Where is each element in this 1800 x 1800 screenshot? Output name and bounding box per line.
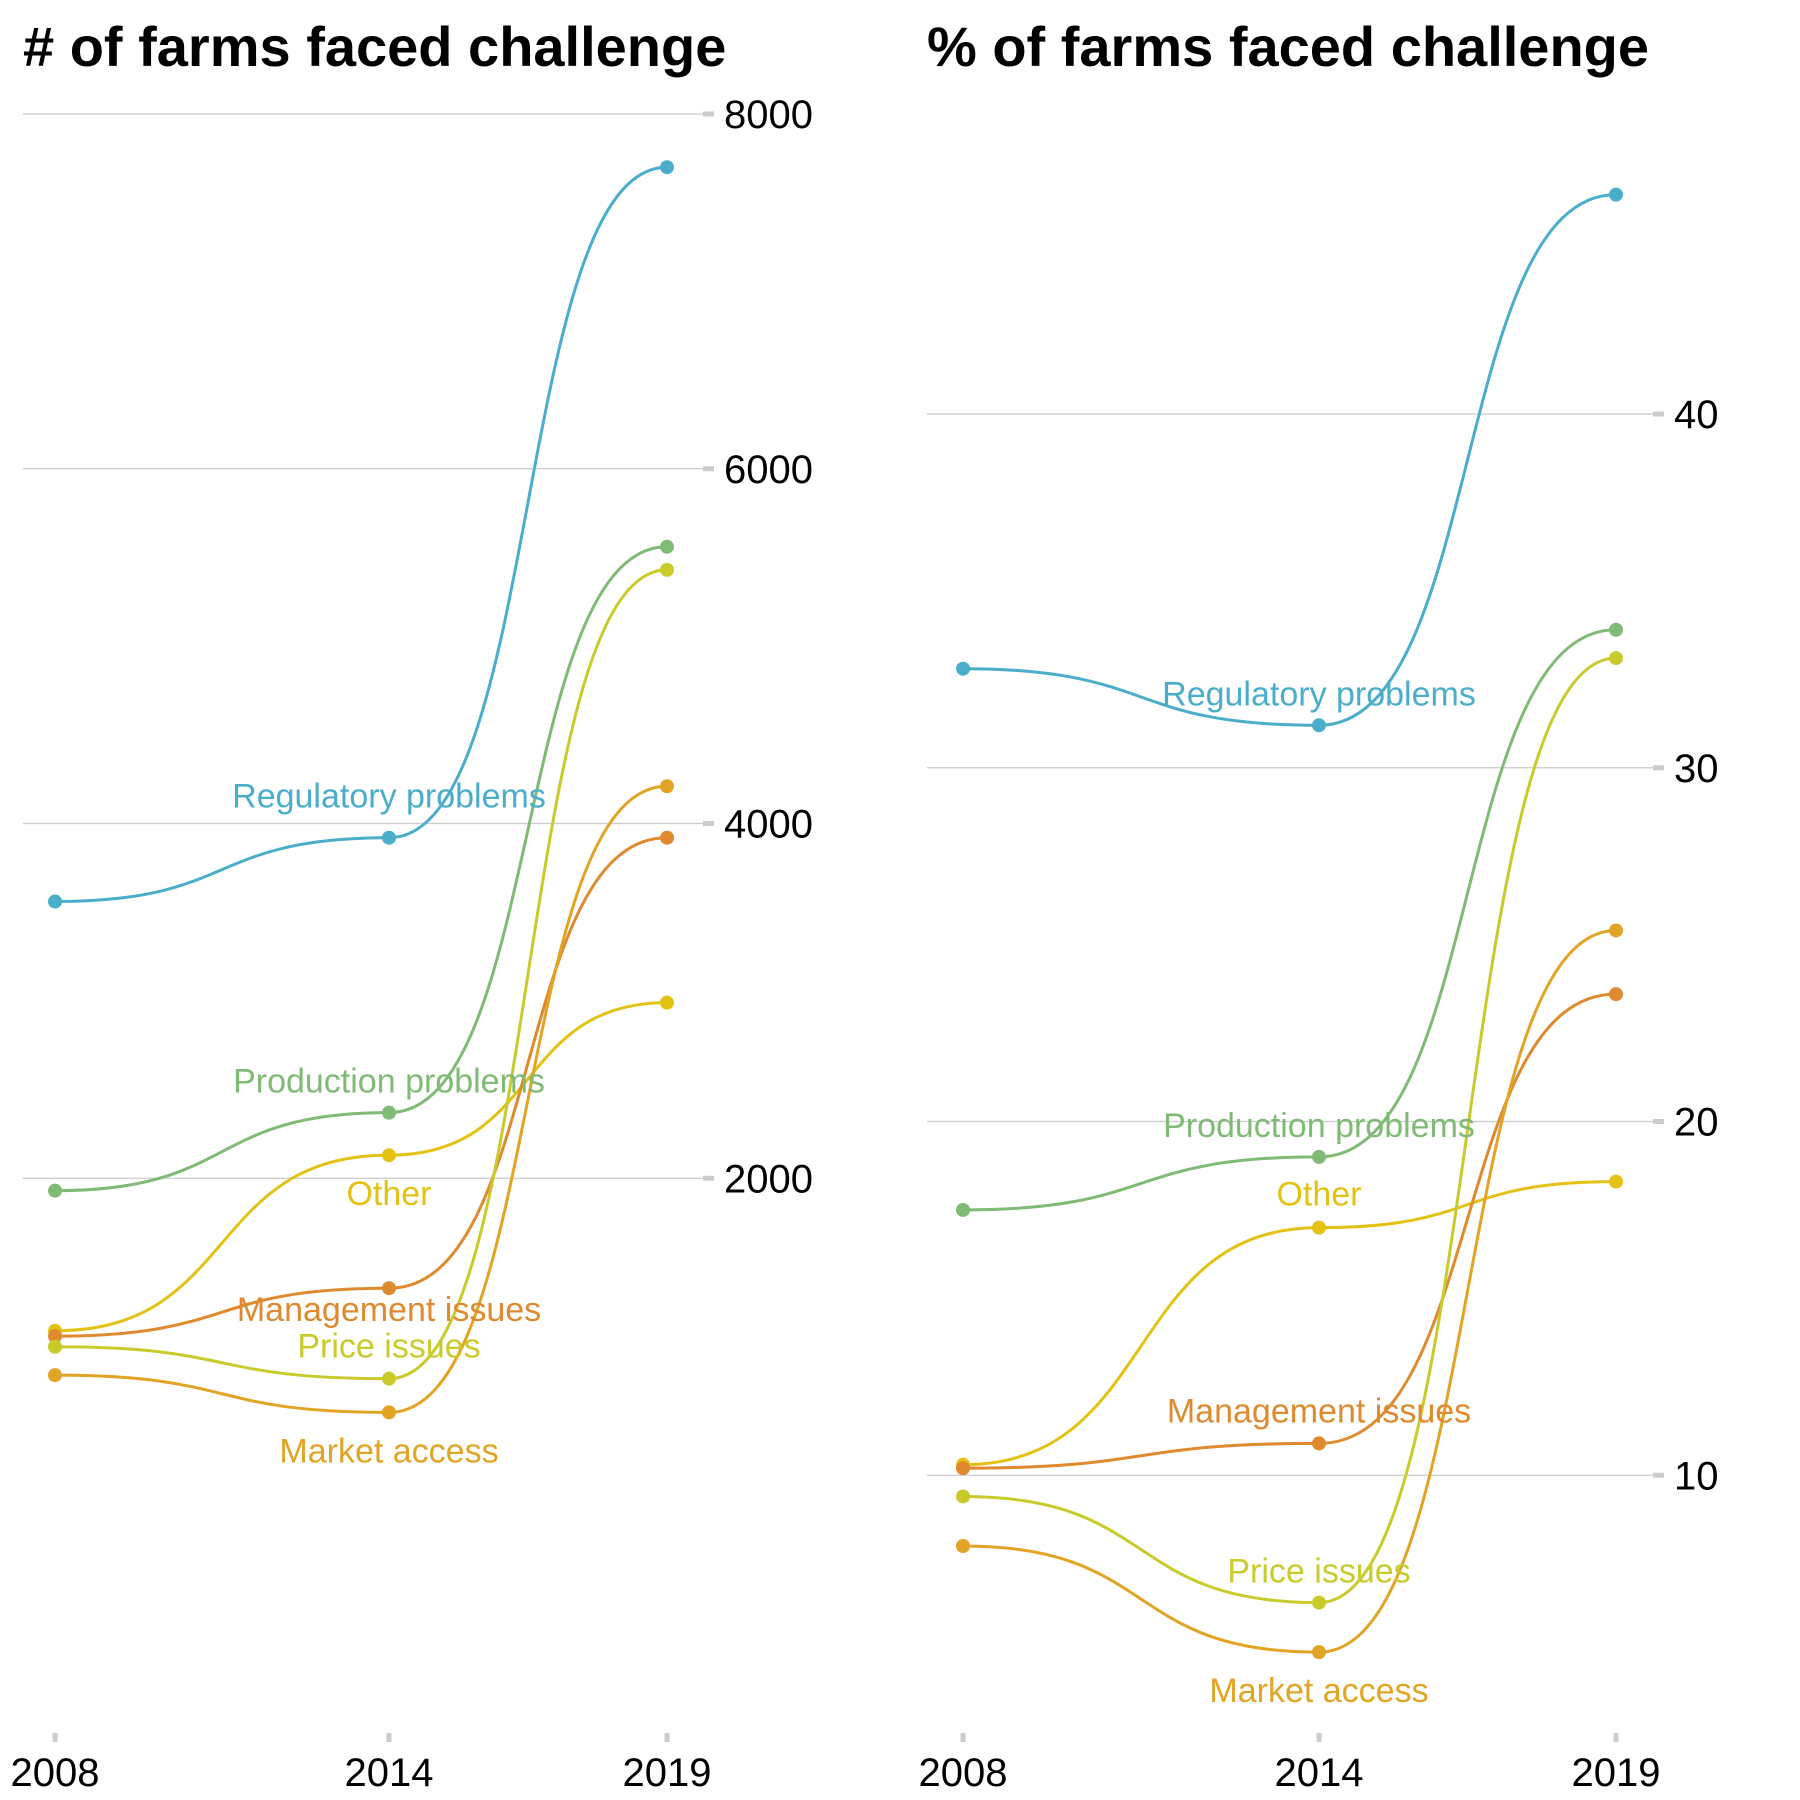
data-point-management-issues	[1312, 1436, 1326, 1451]
data-point-regulatory-problems	[382, 830, 396, 845]
data-point-management-issues	[48, 1329, 62, 1344]
data-point-other	[1312, 1220, 1326, 1235]
x-tick-label: 2019	[623, 1751, 712, 1795]
data-point-regulatory-problems	[1609, 187, 1623, 202]
series-line-market-access	[54, 784, 668, 1414]
x-tick-label: 2008	[919, 1751, 1008, 1795]
y-tick-label: 8000	[724, 93, 813, 137]
series-label-market-access: Market access	[1209, 1672, 1428, 1710]
series-line-regulatory-problems	[962, 193, 1617, 727]
x-tick-label: 2019	[1572, 1751, 1661, 1795]
data-point-production-problems	[1609, 622, 1623, 637]
series-label-other: Other	[1276, 1176, 1361, 1214]
data-point-production-problems	[48, 1183, 62, 1198]
data-point-price-issues	[382, 1371, 396, 1386]
y-tick-label: 40	[1674, 393, 1719, 437]
y-tick-label: 30	[1674, 747, 1719, 791]
series-label-price-issues: Price issues	[297, 1328, 480, 1366]
series-line-other	[962, 1180, 1617, 1467]
data-point-other	[382, 1148, 396, 1163]
y-tick-label: 10	[1674, 1454, 1719, 1498]
data-point-regulatory-problems	[660, 160, 674, 175]
data-point-market-access	[382, 1405, 396, 1420]
data-point-regulatory-problems	[1312, 718, 1326, 733]
chart-panel-2: % of farms faced challenge 10 20 30 40 2008 20…	[919, 15, 1719, 1795]
data-point-price-issues	[956, 1489, 970, 1504]
data-point-price-issues	[48, 1339, 62, 1354]
chart-panel-1: # of farms faced challenge 2000 4000 6000 80…	[11, 15, 813, 1795]
data-point-regulatory-problems	[48, 894, 62, 909]
chart-title: # of farms faced challenge	[23, 15, 726, 78]
y-tick-label: 20	[1674, 1101, 1719, 1145]
data-point-production-problems	[660, 539, 674, 554]
series-label-regulatory-problems: Regulatory problems	[1162, 675, 1476, 713]
x-tick-label: 2014	[345, 1751, 434, 1795]
y-tick-label: 4000	[724, 803, 813, 847]
series-line-other	[54, 1001, 668, 1333]
series-label-market-access: Market access	[279, 1432, 498, 1470]
data-point-price-issues	[1609, 651, 1623, 666]
series-line-management-issues	[54, 836, 668, 1338]
data-point-other	[660, 995, 674, 1010]
data-point-management-issues	[382, 1281, 396, 1296]
series-line-regulatory-problems	[54, 165, 668, 904]
series-label-management-issues: Management issues	[1167, 1392, 1471, 1430]
series-label-price-issues: Price issues	[1227, 1553, 1410, 1591]
data-point-production-problems	[382, 1105, 396, 1120]
data-point-market-access	[48, 1368, 62, 1383]
data-point-price-issues	[660, 562, 674, 577]
data-point-price-issues	[1312, 1595, 1326, 1610]
data-point-regulatory-problems	[956, 661, 970, 676]
y-tick-label: 2000	[724, 1157, 813, 1201]
y-tick-label: 6000	[724, 448, 813, 492]
series-label-production-problems: Production problems	[233, 1063, 545, 1101]
data-point-market-access	[956, 1539, 970, 1553]
series-label-production-problems: Production problems	[1163, 1107, 1475, 1145]
x-tick-label: 2008	[11, 1751, 100, 1795]
data-point-market-access	[660, 779, 674, 794]
data-point-management-issues	[660, 830, 674, 845]
series-line-production-problems	[54, 545, 668, 1193]
data-point-management-issues	[1609, 987, 1623, 1002]
series-line-production-problems	[962, 628, 1617, 1212]
series-line-management-issues	[962, 992, 1617, 1470]
series-label-regulatory-problems: Regulatory problems	[232, 778, 546, 816]
data-point-management-issues	[956, 1461, 970, 1476]
series-line-market-access	[962, 928, 1617, 1654]
x-tick-label: 2014	[1275, 1751, 1364, 1795]
data-point-other	[1609, 1174, 1623, 1189]
series-line-price-issues	[54, 568, 668, 1381]
series-label-other: Other	[346, 1175, 431, 1213]
series-line-price-issues	[962, 656, 1617, 1605]
data-point-market-access	[1312, 1645, 1326, 1660]
data-point-production-problems	[1312, 1149, 1326, 1164]
series-label-management-issues: Management issues	[237, 1291, 541, 1329]
data-point-production-problems	[956, 1202, 970, 1217]
chart-title: % of farms faced challenge	[927, 15, 1649, 78]
data-point-market-access	[1609, 923, 1623, 938]
